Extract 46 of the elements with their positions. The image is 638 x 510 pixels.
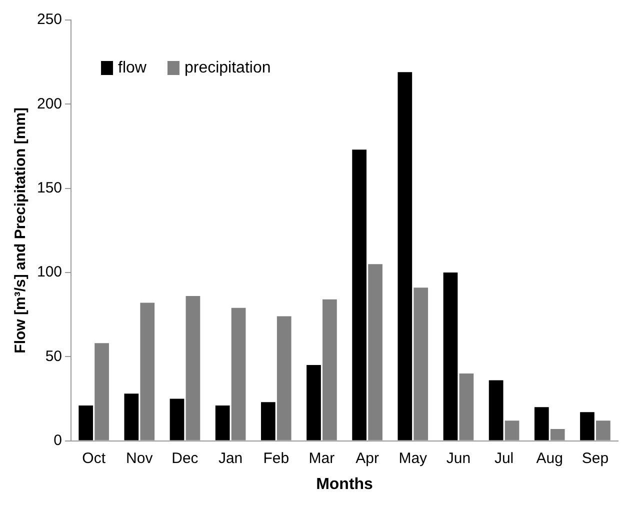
x-tick-label: Mar	[308, 450, 335, 467]
bar	[170, 398, 184, 440]
bar	[550, 429, 565, 440]
y-tick-label: 0	[54, 432, 62, 449]
legend-label: flow	[118, 59, 147, 76]
bar	[322, 299, 337, 440]
bar	[186, 296, 200, 440]
bar	[398, 72, 412, 440]
bar	[368, 264, 382, 440]
bar	[414, 288, 428, 440]
bar	[124, 394, 139, 440]
bar	[306, 365, 321, 440]
legend-label: precipitation	[184, 59, 271, 76]
y-axis-title: Flow [m³/s] and Precipitation [mm]	[12, 107, 30, 354]
bar	[443, 272, 458, 440]
y-tick-label: 50	[45, 348, 62, 365]
x-tick-label: May	[398, 450, 428, 467]
bar	[459, 373, 474, 440]
bar	[78, 405, 94, 440]
y-tick-label: 200	[36, 95, 62, 112]
x-tick-label: Apr	[356, 450, 379, 467]
x-tick-label: Oct	[82, 450, 106, 467]
x-tick-label: Sep	[582, 450, 609, 467]
bar	[260, 402, 276, 440]
bar	[231, 308, 246, 440]
x-tick-label: Dec	[172, 450, 199, 467]
x-tick-label: Jul	[494, 450, 514, 467]
bar	[215, 405, 230, 440]
x-axis-title: Months	[316, 476, 374, 493]
bar	[488, 380, 504, 440]
bar	[534, 407, 549, 440]
x-tick-label: Feb	[263, 450, 290, 467]
bar	[140, 302, 155, 440]
y-tick-label: 150	[36, 179, 62, 196]
bar	[94, 343, 109, 440]
bar	[276, 316, 292, 440]
bar	[504, 420, 520, 440]
bar	[352, 150, 367, 440]
y-tick-label: 250	[36, 11, 62, 28]
y-tick-label: 100	[36, 264, 62, 281]
x-tick-label: Jun	[446, 450, 471, 467]
bar	[580, 412, 594, 440]
x-tick-label: Aug	[536, 450, 563, 467]
x-tick-label: Jan	[218, 450, 243, 467]
x-tick-label: Nov	[126, 450, 154, 467]
bar	[596, 420, 610, 440]
